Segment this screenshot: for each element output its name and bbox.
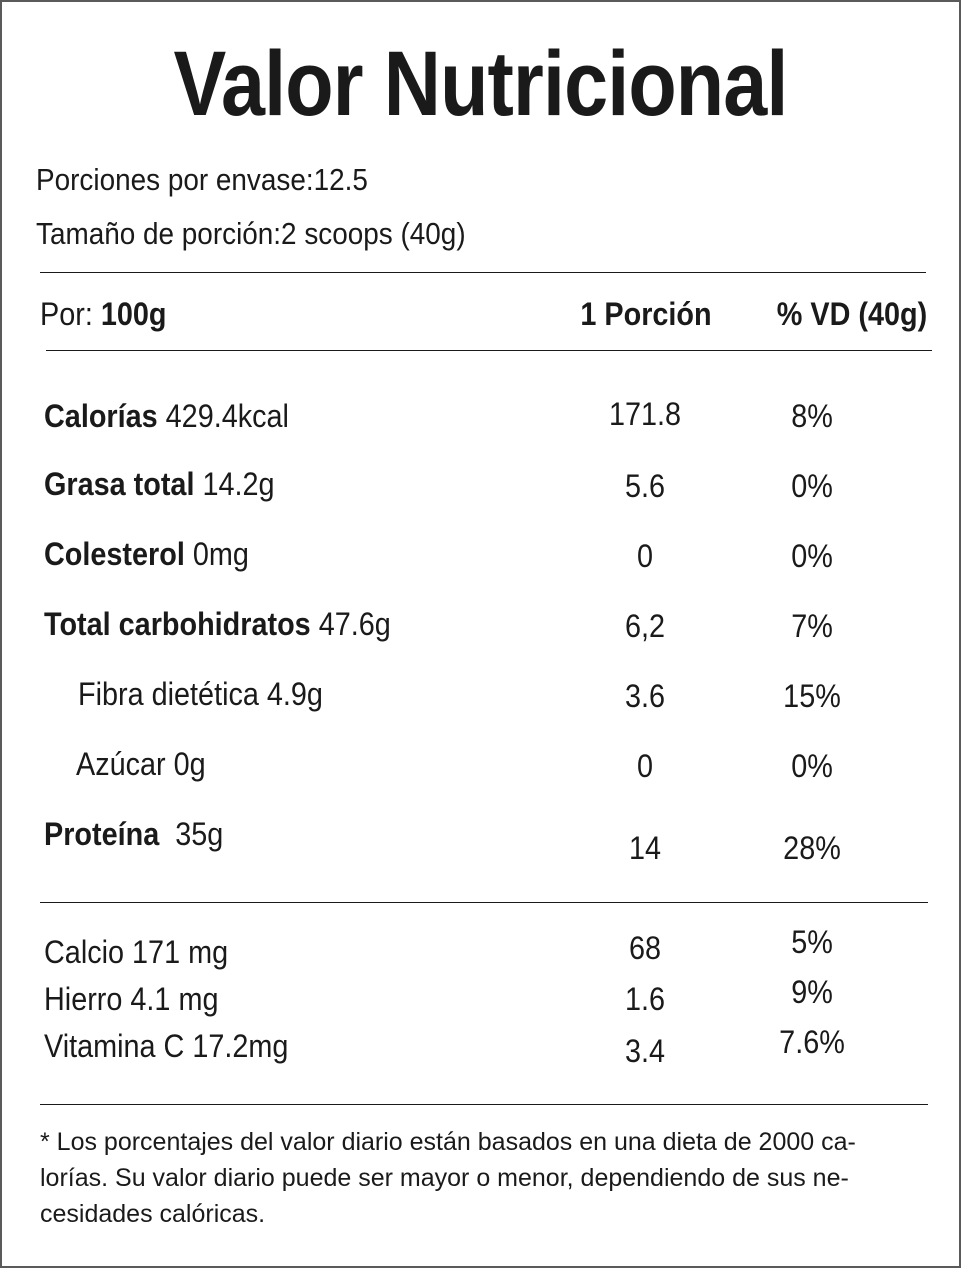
nutrient-name: Fibra dietética 4.9g <box>78 676 323 712</box>
portion-value: 3.4 <box>624 1033 666 1069</box>
portion-value: 68 <box>628 930 662 966</box>
portion-value: 3.6 <box>624 678 666 714</box>
nutrient-name: Colesterol <box>44 536 185 572</box>
nutrient-amount: 0mg <box>192 536 249 572</box>
footnote-line: cesidades calóricas. <box>40 1200 266 1228</box>
servings-per-container-value: 12.5 <box>313 162 368 197</box>
divider <box>40 902 928 903</box>
nutrient-name: Grasa total <box>44 466 195 502</box>
nutrient-amount: 429.4kcal <box>165 398 289 434</box>
dv-value: 9% <box>791 974 833 1010</box>
dv-value: 0% <box>791 748 833 784</box>
nutrient-row-fiber: Fibra dietética 4.9g <box>78 674 323 714</box>
dv-value: 7.6% <box>779 1024 845 1060</box>
nutrient-amount: 47.6g <box>318 606 391 642</box>
nutrient-row-total-fat: Grasa total 14.2g <box>44 464 275 504</box>
serving-size: Tamaño de porción:2 scoops (40g) <box>36 214 466 254</box>
mineral-row-iron: Hierro 4.1 mg <box>44 979 218 1019</box>
nutrient-row-carbohydrates: Total carbohidratos 47.6g <box>44 604 391 644</box>
portion-value: 1.6 <box>624 981 666 1017</box>
nutrient-amount: 35g <box>175 816 224 852</box>
page-title: Valor Nutricional <box>173 33 788 135</box>
dv-value: 28% <box>783 830 841 866</box>
nutrient-row-sugar: Azúcar 0g <box>76 744 206 784</box>
nutrient-name: Proteína <box>44 816 160 852</box>
serving-size-label: Tamaño de porción: <box>36 216 282 251</box>
per-header: Por: 100g <box>40 294 166 334</box>
portion-value: 171.8 <box>608 396 682 432</box>
dv-value: 15% <box>783 678 841 714</box>
divider <box>46 350 932 351</box>
mineral-name: Vitamina C 17.2mg <box>44 1028 289 1064</box>
nutrient-name: Azúcar 0g <box>76 746 206 782</box>
mineral-name: Hierro 4.1 mg <box>44 981 219 1017</box>
portion-value: 5.6 <box>624 468 666 504</box>
per-value: 100g <box>100 296 167 332</box>
servings-per-container: Porciones por envase:12.5 <box>36 160 368 200</box>
footnote-line: lorías. Su valor diario puede ser mayor … <box>40 1164 849 1192</box>
mineral-row-vitamin-c: Vitamina C 17.2mg <box>44 1026 288 1066</box>
per-label: Por: <box>40 296 93 332</box>
serving-size-value: 2 scoops (40g) <box>281 216 466 251</box>
dv-value: 0% <box>791 538 833 574</box>
dv-value: 7% <box>791 608 833 644</box>
nutrient-amount: 14.2g <box>202 466 275 502</box>
portion-column-header: 1 Porción <box>580 296 712 332</box>
portion-value: 14 <box>628 830 662 866</box>
footnote: * Los porcentajes del valor diario están… <box>40 1124 926 1232</box>
portion-value: 0 <box>636 538 654 574</box>
footnote-line: * Los porcentajes del valor diario están… <box>40 1128 856 1156</box>
servings-per-container-label: Porciones por envase: <box>36 162 314 197</box>
divider <box>40 1104 928 1105</box>
nutrient-row-cholesterol: Colesterol 0mg <box>44 534 249 574</box>
portion-value: 6,2 <box>624 608 666 644</box>
dv-value: 8% <box>791 398 833 434</box>
dv-value: 5% <box>791 924 833 960</box>
dv-value: 0% <box>791 468 833 504</box>
divider <box>40 272 926 273</box>
nutrient-name: Total carbohidratos <box>44 606 311 642</box>
mineral-name: Calcio 171 mg <box>44 934 229 970</box>
mineral-row-calcium: Calcio 171 mg <box>44 932 228 972</box>
portion-value: 0 <box>636 748 654 784</box>
nutrient-row-protein: Proteína 35g <box>44 814 223 854</box>
nutrient-row-calories: Calorías 429.4kcal <box>44 396 289 436</box>
nutrient-name: Calorías <box>44 398 158 434</box>
dv-column-header: % VD (40g) <box>776 296 928 332</box>
